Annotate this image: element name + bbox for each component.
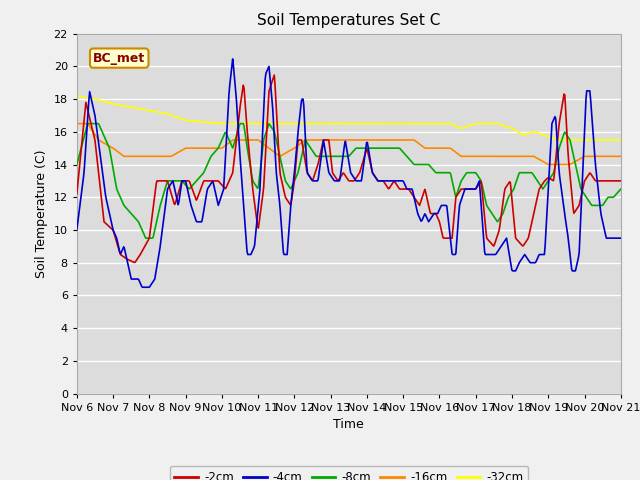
Title: Soil Temperatures Set C: Soil Temperatures Set C xyxy=(257,13,440,28)
Text: BC_met: BC_met xyxy=(93,51,145,65)
Legend: -2cm, -4cm, -8cm, -16cm, -32cm: -2cm, -4cm, -8cm, -16cm, -32cm xyxy=(170,466,528,480)
Y-axis label: Soil Temperature (C): Soil Temperature (C) xyxy=(35,149,48,278)
X-axis label: Time: Time xyxy=(333,418,364,431)
